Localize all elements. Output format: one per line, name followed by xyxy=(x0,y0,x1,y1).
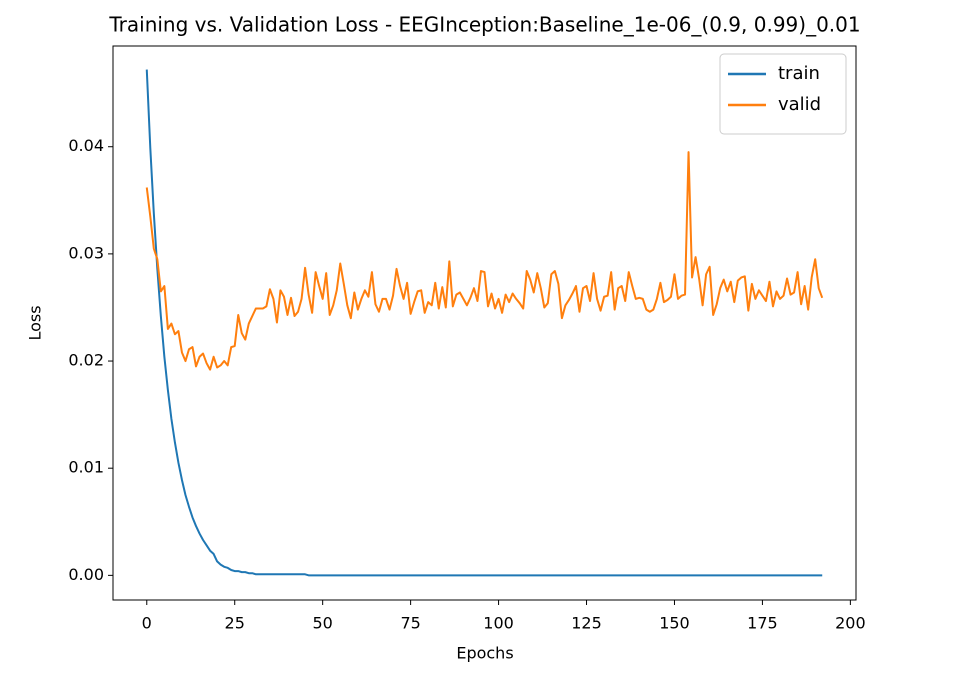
y-tick-label: 0.01 xyxy=(68,458,104,477)
y-tick-label: 0.04 xyxy=(68,136,104,155)
x-axis-label: Epochs xyxy=(456,644,513,663)
x-tick-label: 0 xyxy=(142,614,152,633)
x-tick-label: 200 xyxy=(835,614,866,633)
y-tick-label: 0.02 xyxy=(68,351,104,370)
x-tick-label: 150 xyxy=(659,614,690,633)
legend-label: valid xyxy=(778,94,821,115)
series-line xyxy=(145,151,824,371)
x-tick-label: 75 xyxy=(400,614,420,633)
y-tick-label: 0.00 xyxy=(68,565,104,584)
x-tick-label: 125 xyxy=(571,614,602,633)
x-tick-label: 50 xyxy=(312,614,332,633)
y-axis-label: Loss xyxy=(26,305,45,340)
y-tick-label: 0.03 xyxy=(68,243,104,262)
legend-label: train xyxy=(778,63,820,84)
x-tick-label: 175 xyxy=(747,614,778,633)
x-tick-label: 25 xyxy=(225,614,245,633)
chart-title: Training vs. Validation Loss - EEGIncept… xyxy=(108,13,860,37)
series-line xyxy=(145,69,823,577)
legend: train valid xyxy=(719,53,847,135)
x-tick-label: 100 xyxy=(483,614,514,633)
plot-frame xyxy=(112,45,857,601)
